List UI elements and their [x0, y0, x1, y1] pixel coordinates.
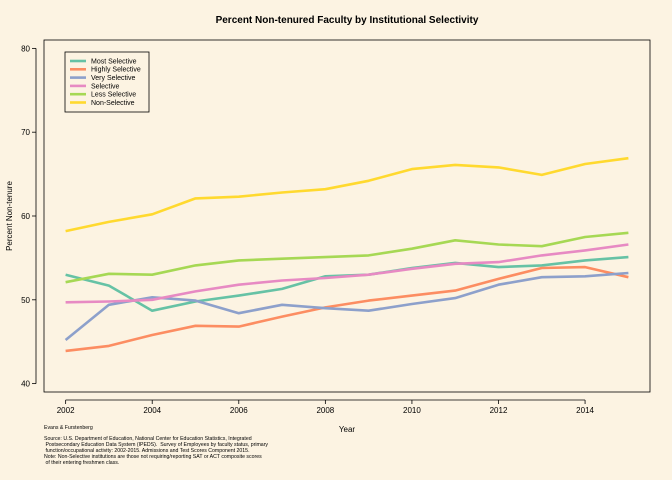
- y-axis: 40 50 60 70 80: [21, 44, 37, 389]
- chart-title: Percent Non-tenured Faculty by Instituti…: [216, 15, 479, 26]
- source-note-line-1: Source: U.S. Department of Education, Na…: [44, 436, 252, 442]
- source-note-line-5: of their entering freshmen class.: [44, 460, 120, 466]
- x-tick-label: 2008: [316, 406, 334, 415]
- plot-frame: [43, 39, 651, 393]
- y-tick-label: 70: [21, 128, 30, 137]
- x-tick-label: 2014: [576, 406, 594, 415]
- y-tick-label: 40: [21, 380, 30, 389]
- series-line-non-selective: [65, 156, 629, 233]
- legend-label-selective: Selective: [91, 83, 120, 90]
- series-lines: [64, 156, 629, 353]
- x-tick-label: 2012: [490, 406, 508, 415]
- legend-label-most-selective: Most Selective: [91, 58, 137, 65]
- legend-label-highly-selective: Highly Selective: [91, 67, 141, 74]
- x-tick-label: 2010: [403, 406, 421, 415]
- source-note-line-3: function/occupational activity: 2002-201…: [44, 448, 250, 454]
- x-tick-label: 2006: [230, 406, 248, 415]
- legend-label-very-selective: Very Selective: [91, 75, 135, 82]
- credit-text: Evans & Furstenberg: [44, 425, 93, 431]
- series-line-highly-selective: [65, 265, 629, 353]
- x-tick-label: 2002: [57, 406, 75, 415]
- legend-label-less-selective: Less Selective: [91, 92, 136, 99]
- source-note-line-2: Postsecondary Education Data System (IPE…: [44, 442, 269, 448]
- series-line-very-selective: [64, 271, 629, 342]
- x-tick-label: 2004: [143, 406, 161, 415]
- y-tick-label: 80: [21, 44, 30, 53]
- y-tick-label: 50: [21, 296, 30, 305]
- x-axis: 2002 2004 2006 2008 2010 2012 2014: [57, 399, 595, 415]
- series-line-less-selective: [65, 231, 629, 284]
- series-line-selective: [65, 243, 629, 304]
- x-axis-label: Year: [339, 425, 356, 434]
- series-line-most-selective: [65, 255, 629, 313]
- legend-label-non-selective: Non-Selective: [91, 100, 135, 107]
- source-note-line-4: Note: Non-Selective institutions are tho…: [44, 454, 262, 460]
- y-tick-label: 60: [21, 212, 30, 221]
- y-axis-label: Percent Non-tenure: [5, 181, 14, 251]
